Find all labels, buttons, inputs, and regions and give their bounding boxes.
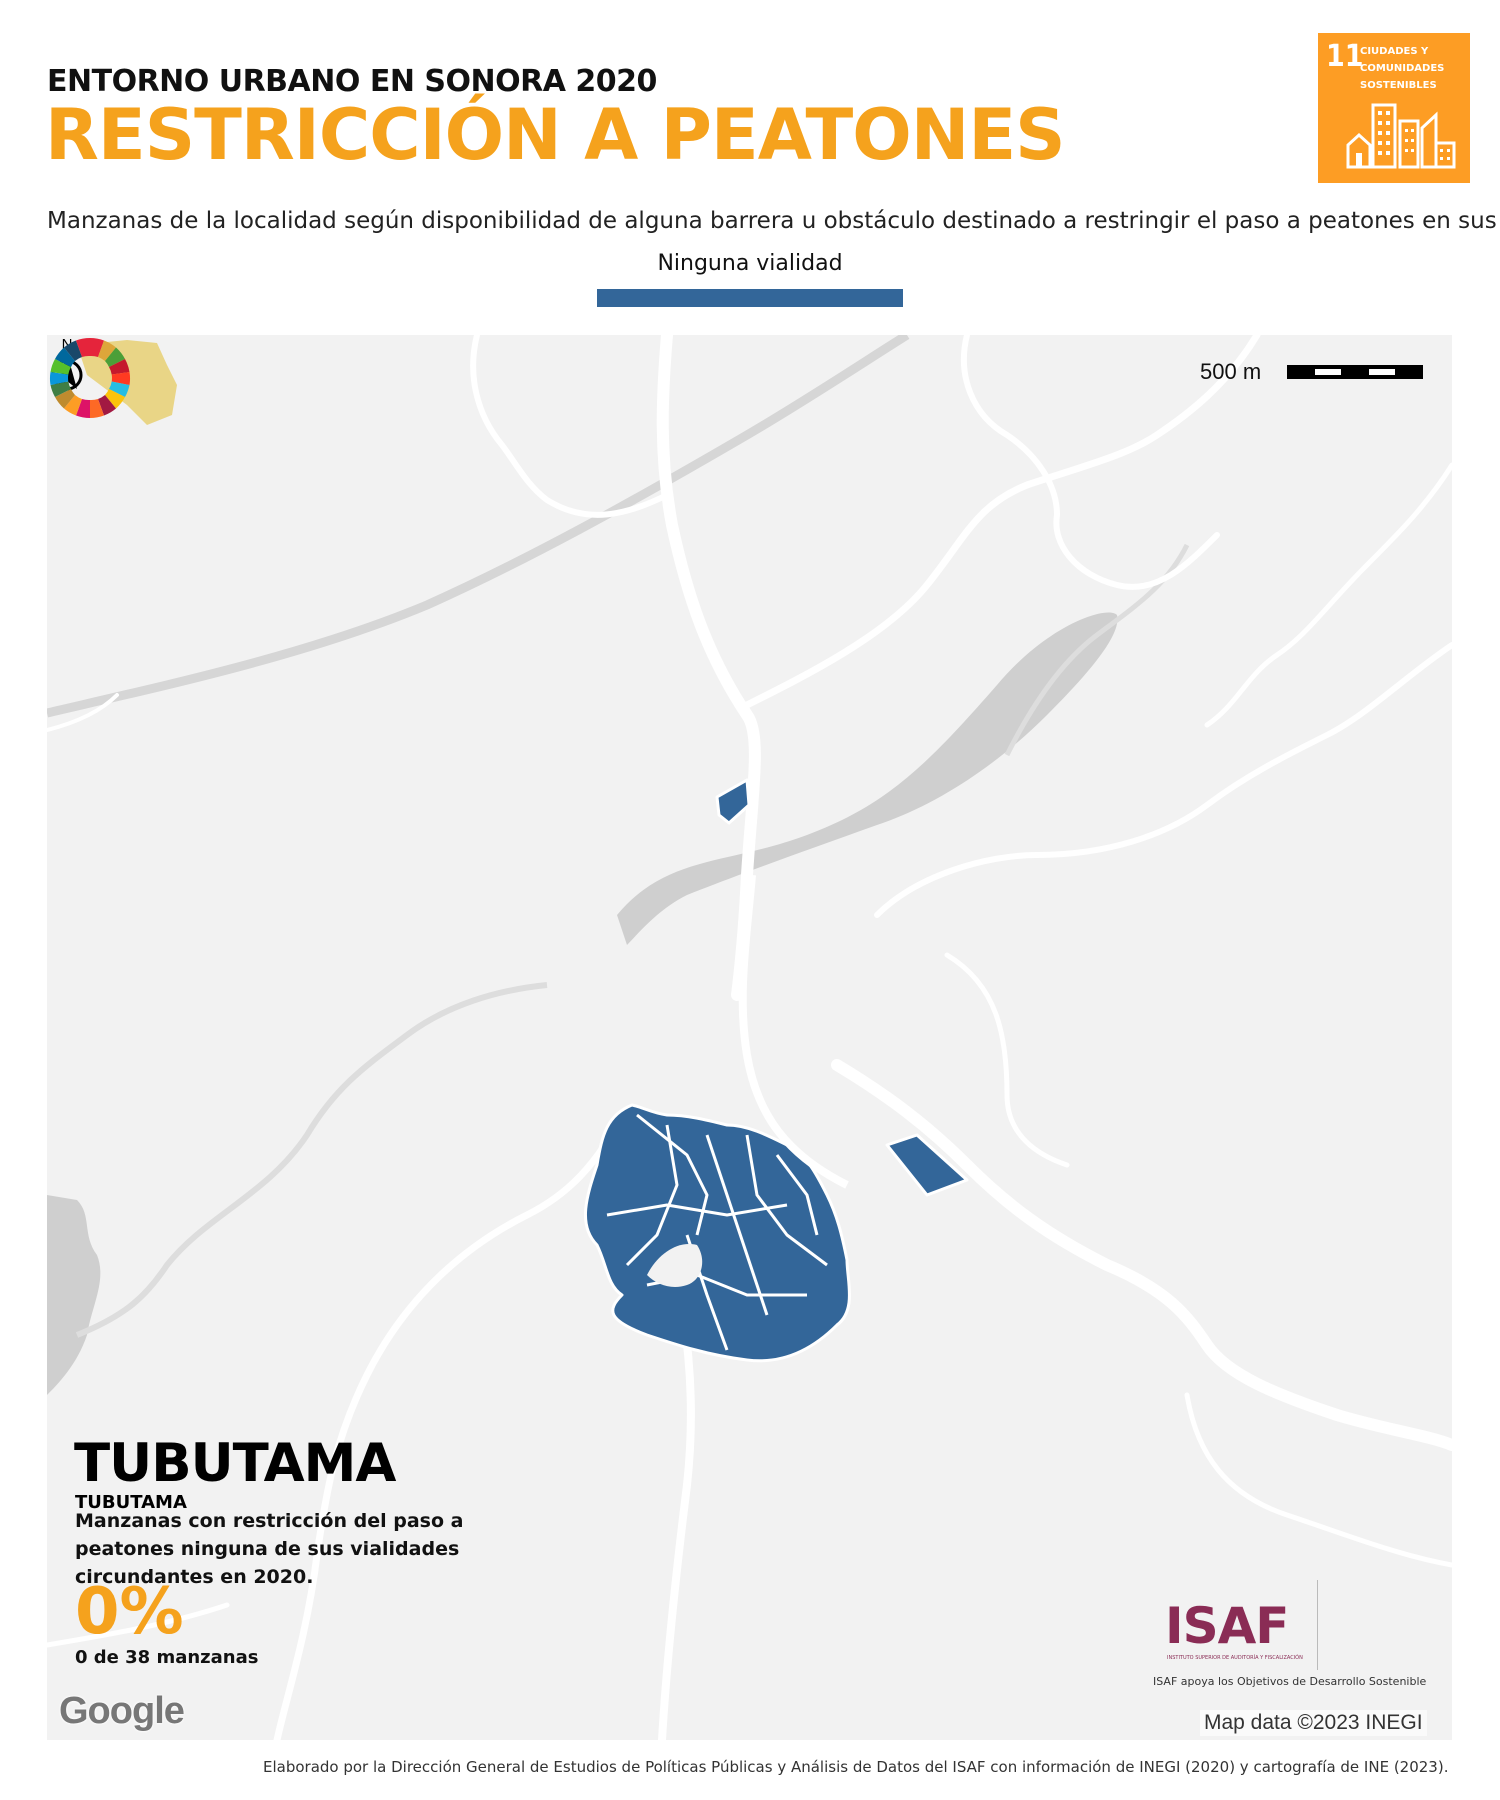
isaf-caption: ISAF apoya los Objetivos de Desarrollo S… bbox=[1153, 1675, 1427, 1688]
scale-segment bbox=[1315, 369, 1341, 375]
scale-label: 500 m bbox=[1200, 359, 1262, 384]
north-label: N bbox=[62, 336, 73, 353]
block-outline-5 bbox=[606, 1203, 788, 1217]
sdg-text-line1: CIUDADES Y bbox=[1360, 46, 1429, 57]
road-north-2 bbox=[470, 335, 670, 518]
locality-name: TUBUTAMA bbox=[75, 1492, 187, 1513]
road-through-town bbox=[738, 874, 849, 1189]
sdg-wheel-icon bbox=[49, 337, 131, 419]
road-nw bbox=[47, 693, 119, 732]
road-east-4 bbox=[944, 952, 1070, 1168]
block-southeast bbox=[885, 1133, 969, 1197]
road-west bbox=[47, 1602, 230, 1648]
indicator-description: Manzanas con restricción del paso a peat… bbox=[75, 1510, 464, 1588]
isaf-logo: ISAF bbox=[1165, 1597, 1289, 1655]
sdg-badge: 11 CIUDADES Y COMUNIDADES SOSTENIBLES bbox=[1318, 33, 1470, 183]
rail-line bbox=[47, 335, 910, 718]
sdg-text-line3: SOSTENIBLES bbox=[1360, 80, 1437, 91]
road-east bbox=[874, 642, 1452, 918]
legend-label: Ninguna vialidad bbox=[657, 251, 843, 276]
block-outline-4 bbox=[745, 1134, 828, 1267]
stream-line bbox=[75, 982, 548, 1338]
city-icon bbox=[1346, 103, 1456, 169]
footer-credits: Elaborado por la Dirección General de Es… bbox=[263, 1758, 1449, 1776]
lagoon bbox=[647, 1244, 703, 1287]
scale-bar bbox=[1287, 365, 1423, 379]
sdg-text-line2: COMUNIDADES bbox=[1360, 63, 1445, 74]
road-north-3 bbox=[961, 335, 1220, 590]
sdg-text: CIUDADES Y COMUNIDADES SOSTENIBLES bbox=[1360, 43, 1444, 94]
block-outline-3 bbox=[705, 1134, 769, 1316]
sdg-number: 11 bbox=[1326, 39, 1364, 74]
block-outline-8 bbox=[775, 1154, 819, 1236]
google-logo: Google bbox=[59, 1690, 185, 1732]
isaf-logo-subtext: INSTITUTO SUPERIOR DE AUDITORÍA Y FISCAL… bbox=[1167, 1655, 1303, 1661]
page-title: RESTRICCIÓN A PEATONES bbox=[45, 94, 1066, 176]
urban-area bbox=[583, 1103, 851, 1363]
road-southwest bbox=[273, 1111, 626, 1740]
municipality-title: TUBUTAMA bbox=[74, 1433, 396, 1494]
road-east-5 bbox=[1184, 1392, 1452, 1568]
scale-segment bbox=[1369, 369, 1395, 375]
lake bbox=[47, 1195, 101, 1395]
pretitle: ENTORNO URBANO EN SONORA 2020 bbox=[47, 64, 657, 99]
block-count: 0 de 38 manzanas bbox=[75, 1647, 259, 1668]
subtitle: Manzanas de la localidad según disponibi… bbox=[47, 208, 1500, 234]
map-attribution: Map data ©2023 INEGI bbox=[1200, 1710, 1427, 1736]
block-outline-2 bbox=[625, 1124, 679, 1267]
block-outline-1 bbox=[636, 1113, 709, 1236]
percent-value: 0% bbox=[75, 1575, 184, 1649]
basemap bbox=[47, 335, 1452, 1740]
main-road-north bbox=[656, 335, 761, 1001]
road-northeast bbox=[743, 335, 1261, 709]
main-road-southeast bbox=[831, 1059, 1452, 1451]
logo-divider bbox=[1317, 1580, 1318, 1670]
river bbox=[617, 612, 1118, 945]
legend-swatch bbox=[597, 289, 903, 307]
block-north bbox=[715, 778, 751, 825]
map[interactable]: 500 m N TUBUTAMA TUBUTAMA Manzanas con r… bbox=[47, 335, 1452, 1740]
road-east-3 bbox=[1204, 462, 1452, 728]
